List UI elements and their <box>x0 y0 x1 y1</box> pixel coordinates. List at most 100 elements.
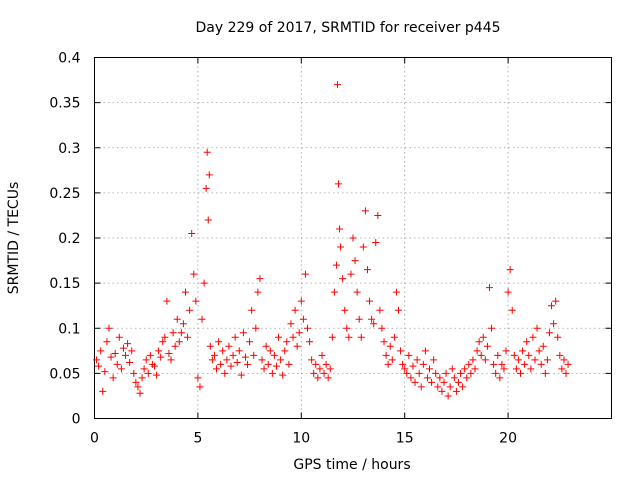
data-point <box>266 347 274 355</box>
data-point <box>312 360 320 368</box>
data-point <box>545 329 553 337</box>
data-point <box>504 288 512 296</box>
data-point <box>525 351 533 359</box>
data-point <box>564 360 572 368</box>
data-point <box>488 324 496 332</box>
data-point <box>138 374 146 382</box>
data-point <box>349 234 357 242</box>
x-tick-label: 5 <box>193 431 202 447</box>
data-point <box>264 360 272 368</box>
data-point <box>122 351 130 359</box>
y-tick-label: 0 <box>72 412 81 428</box>
data-point <box>223 356 231 364</box>
data-point <box>514 356 522 364</box>
data-point <box>539 342 547 350</box>
data-point <box>306 338 314 346</box>
data-point <box>320 369 328 377</box>
data-point <box>210 351 218 359</box>
data-point <box>494 351 502 359</box>
data-point <box>531 356 539 364</box>
data-point <box>450 374 458 382</box>
y-tick-label: 0.05 <box>49 366 80 382</box>
data-point <box>202 184 210 192</box>
data-point <box>330 288 338 296</box>
data-point <box>328 333 336 341</box>
data-point <box>554 333 562 341</box>
data-point <box>101 368 109 376</box>
data-point <box>225 342 233 350</box>
data-point <box>394 306 402 314</box>
data-point <box>163 297 171 305</box>
data-point <box>500 365 508 373</box>
data-point <box>405 351 413 359</box>
data-point <box>277 356 285 364</box>
data-points <box>93 81 572 400</box>
data-point <box>194 374 202 382</box>
data-point <box>467 369 475 377</box>
data-point <box>322 360 330 368</box>
data-point <box>198 315 206 323</box>
data-point <box>351 257 359 265</box>
data-point <box>384 360 392 368</box>
data-point <box>304 324 312 332</box>
data-point <box>523 338 531 346</box>
data-point <box>233 359 241 367</box>
x-tick-label: 0 <box>90 431 99 447</box>
data-point <box>105 324 113 332</box>
data-point <box>332 261 340 269</box>
data-point <box>438 387 446 395</box>
data-point <box>432 369 440 377</box>
x-tick-label: 10 <box>292 431 310 447</box>
data-point <box>142 356 150 364</box>
data-point <box>318 351 326 359</box>
data-point <box>366 297 374 305</box>
data-point <box>541 369 549 377</box>
data-point <box>324 374 332 382</box>
data-point <box>93 356 101 364</box>
data-point <box>527 365 535 373</box>
data-point <box>423 374 431 382</box>
data-point <box>153 371 161 379</box>
data-point <box>347 270 355 278</box>
data-point <box>161 333 169 341</box>
data-point <box>219 347 227 355</box>
data-point <box>353 288 361 296</box>
data-point <box>378 324 386 332</box>
data-point <box>310 369 318 377</box>
y-tick-label: 0.1 <box>58 321 80 337</box>
data-point <box>552 297 560 305</box>
data-point <box>403 369 411 377</box>
data-point <box>111 350 119 358</box>
data-point <box>262 342 270 350</box>
data-point <box>217 360 225 368</box>
data-point <box>227 362 235 370</box>
chart-title: Day 229 of 2017, SRMTID for receiver p44… <box>195 20 500 36</box>
data-point <box>361 207 369 215</box>
data-point <box>169 329 177 337</box>
data-point <box>215 338 223 346</box>
data-point <box>241 353 249 361</box>
data-point <box>270 351 278 359</box>
data-point <box>477 351 485 359</box>
data-point <box>192 297 200 305</box>
data-point <box>392 288 400 296</box>
data-point <box>550 320 558 328</box>
data-point <box>237 371 245 379</box>
data-point <box>119 344 127 352</box>
data-point <box>184 333 192 341</box>
data-point <box>130 369 138 377</box>
data-point <box>132 378 140 386</box>
data-point <box>461 365 469 373</box>
data-point <box>150 362 158 370</box>
data-point <box>175 338 183 346</box>
data-point <box>537 360 545 368</box>
data-point <box>548 302 556 310</box>
data-point <box>473 347 481 355</box>
data-point <box>490 360 498 368</box>
data-point <box>374 211 382 219</box>
data-point <box>203 148 211 156</box>
data-point <box>272 362 280 370</box>
data-point <box>337 243 345 251</box>
data-point <box>326 365 334 373</box>
